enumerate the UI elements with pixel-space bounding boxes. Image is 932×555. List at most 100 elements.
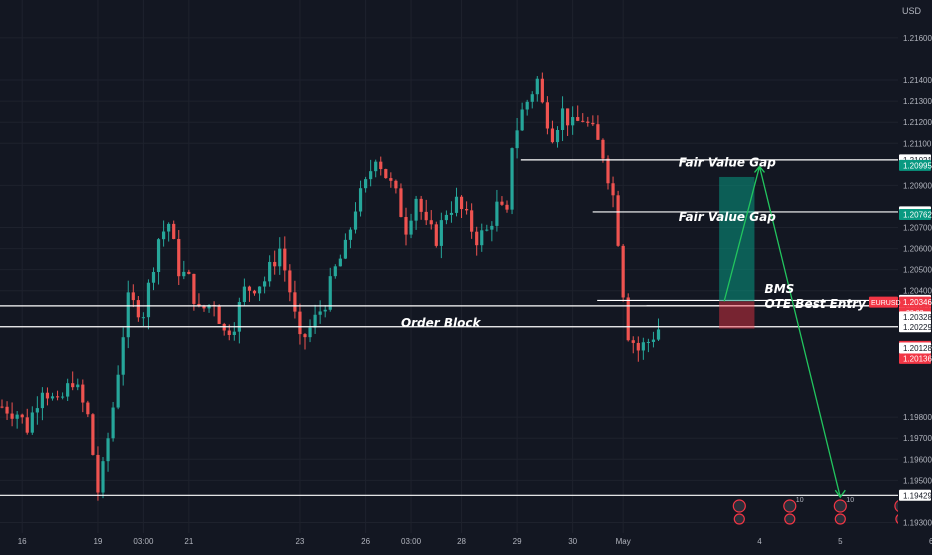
candle [348,229,353,240]
candle [571,117,575,126]
levels-group [0,159,898,496]
candle [540,78,544,103]
time-tick: 03:00 [401,537,422,546]
candle [167,223,171,232]
candle [278,248,282,267]
annotation-label: Fair Value Gap [679,155,777,169]
price-tick: 1.20900 [903,181,932,190]
price-axis-bg [898,0,932,550]
level-price-box [899,489,931,501]
candle [5,406,9,414]
price-tick: 1.19600 [903,455,932,464]
price-tick: 1.20700 [903,224,932,233]
price-tick: 1.21600 [903,34,932,43]
candle [384,169,388,179]
candle [651,339,656,342]
candle [283,248,287,271]
candle [621,245,625,298]
candle [399,188,403,217]
candle [182,271,186,277]
candle [439,220,443,246]
candle [288,270,292,293]
candle [45,392,50,399]
candle [263,281,267,287]
future-time-tick: 4 [757,537,762,546]
candle [177,238,181,277]
price-label-box [899,208,931,220]
candle [343,239,347,259]
level-price-label: 1.19429 [903,491,932,500]
annotation-label: OTE Best Entry [765,297,867,311]
price-axis[interactable]: 1.21600 1.21400 1.21300 1.21200 1.21100 1.209… [869,0,932,550]
candle [116,374,120,408]
price-tick: 1.20600 [903,245,932,254]
candle [480,230,484,246]
price-label: 1.20136 [903,354,932,363]
candle [136,300,140,318]
event-icon [834,513,846,525]
candle [500,201,504,205]
candle [646,341,650,343]
candle [187,271,191,274]
candle [414,198,418,221]
candle [596,124,600,140]
candle [656,329,661,340]
candle [273,261,277,267]
event-icon [733,513,745,525]
candle [91,414,95,455]
candle [192,273,196,304]
candle [126,292,130,338]
candle [525,101,529,110]
candle [449,212,454,215]
price-label-box [899,342,931,354]
candle [81,384,85,403]
candle [217,306,221,324]
price-tick: 1.19300 [903,518,932,527]
price-label: 1.20762 [903,210,932,219]
candle [535,78,539,95]
time-tick: 03:00 [133,537,154,546]
candle [369,171,373,180]
candle [35,408,39,413]
candle [66,383,70,397]
candle [641,342,645,351]
candle [111,407,115,439]
candle [162,231,166,240]
price-label: 1.20346 [903,298,932,307]
price-label-box [899,296,931,308]
candle [151,271,156,283]
price-tick: 1.20400 [903,287,932,296]
candle [591,122,595,125]
time-tick: 28 [457,537,466,546]
candle [545,102,549,129]
candle [71,383,75,388]
candle [485,229,489,231]
candle [429,220,433,225]
time-axis-bg [0,533,932,550]
candle [303,334,307,338]
candle [313,314,317,328]
candle [505,204,509,210]
event-icon [732,499,746,513]
candle [576,117,580,121]
candle [237,301,241,332]
candle [555,129,560,143]
candle [257,286,262,294]
price-tick: 1.21100 [903,139,932,148]
stop-zone [719,301,755,329]
candle [601,139,605,159]
candle [475,231,479,246]
event-icon [833,499,847,513]
candle [40,392,44,409]
candle [566,108,570,126]
price-tick: 1.21200 [903,118,932,127]
candle [172,223,176,239]
candle [101,461,105,493]
candle [242,286,246,302]
candle [156,239,161,272]
price-label: 1.20128 [903,344,932,353]
price-tick: 1.21400 [903,76,932,85]
